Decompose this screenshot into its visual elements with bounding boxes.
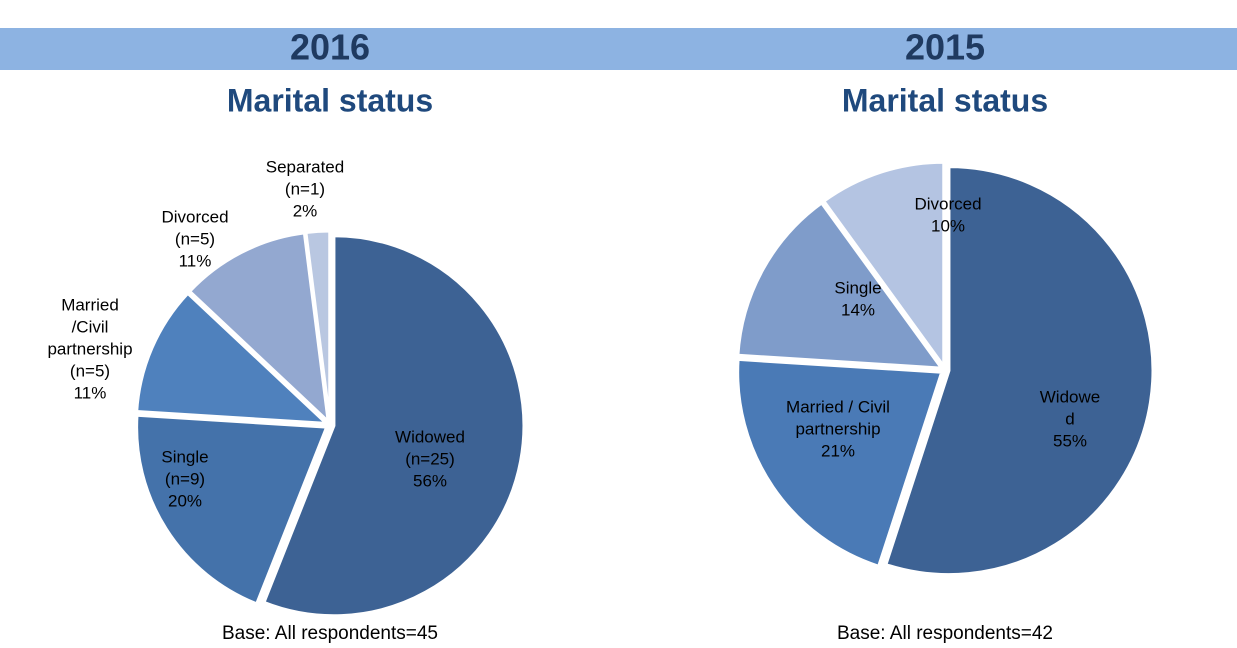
- slice-label: 56%: [413, 471, 447, 490]
- pie-slice: [135, 291, 331, 426]
- year-heading: 2016: [290, 27, 370, 68]
- slice-label: (n=25): [405, 449, 455, 468]
- slice-label: d: [1065, 409, 1074, 428]
- slice-label: (n=9): [165, 469, 205, 488]
- slice-label: Widowe: [1040, 387, 1100, 406]
- pie-slice: [821, 160, 946, 371]
- slice-label: Separated: [266, 157, 344, 176]
- base-note: Base: All respondents=42: [837, 623, 1053, 644]
- pie-slice: [187, 231, 331, 426]
- slice-label: 11%: [74, 383, 107, 402]
- slice-label: (n=5): [70, 361, 110, 380]
- base-note: Base: All respondents=45: [222, 623, 438, 644]
- slice-label: Married: [61, 295, 119, 314]
- slice-label: Single: [834, 278, 881, 297]
- slice-label: Married / Civil: [786, 397, 890, 416]
- pie-slice: [262, 234, 526, 618]
- slice-label: Single: [161, 447, 208, 466]
- chart-title: Marital status: [842, 82, 1048, 118]
- slice-label: 14%: [841, 300, 875, 319]
- slice-label: Divorced: [161, 207, 228, 226]
- year-heading: 2015: [905, 27, 985, 68]
- slice-label: 21%: [821, 441, 855, 460]
- slice-label: Widowed: [395, 427, 465, 446]
- pie-slice: [736, 357, 944, 569]
- slice-label: partnership: [47, 339, 132, 358]
- slice-label: 2%: [293, 201, 318, 220]
- slice-label: Divorced: [914, 194, 981, 213]
- pie-slice: [135, 413, 329, 606]
- pie-slice: [736, 200, 945, 370]
- slice-label: /Civil: [72, 317, 109, 336]
- slice-label: 10%: [931, 216, 965, 235]
- slice-label: partnership: [795, 419, 880, 438]
- header-band: [0, 28, 1237, 70]
- slice-label: 20%: [168, 491, 202, 510]
- pie-slice: [884, 165, 1155, 577]
- pie-slice: [304, 229, 332, 422]
- slice-label: 11%: [179, 251, 212, 270]
- slice-label: (n=1): [285, 179, 325, 198]
- chart-title: Marital status: [227, 82, 433, 118]
- slice-label: (n=5): [175, 229, 215, 248]
- slice-label: 55%: [1053, 431, 1087, 450]
